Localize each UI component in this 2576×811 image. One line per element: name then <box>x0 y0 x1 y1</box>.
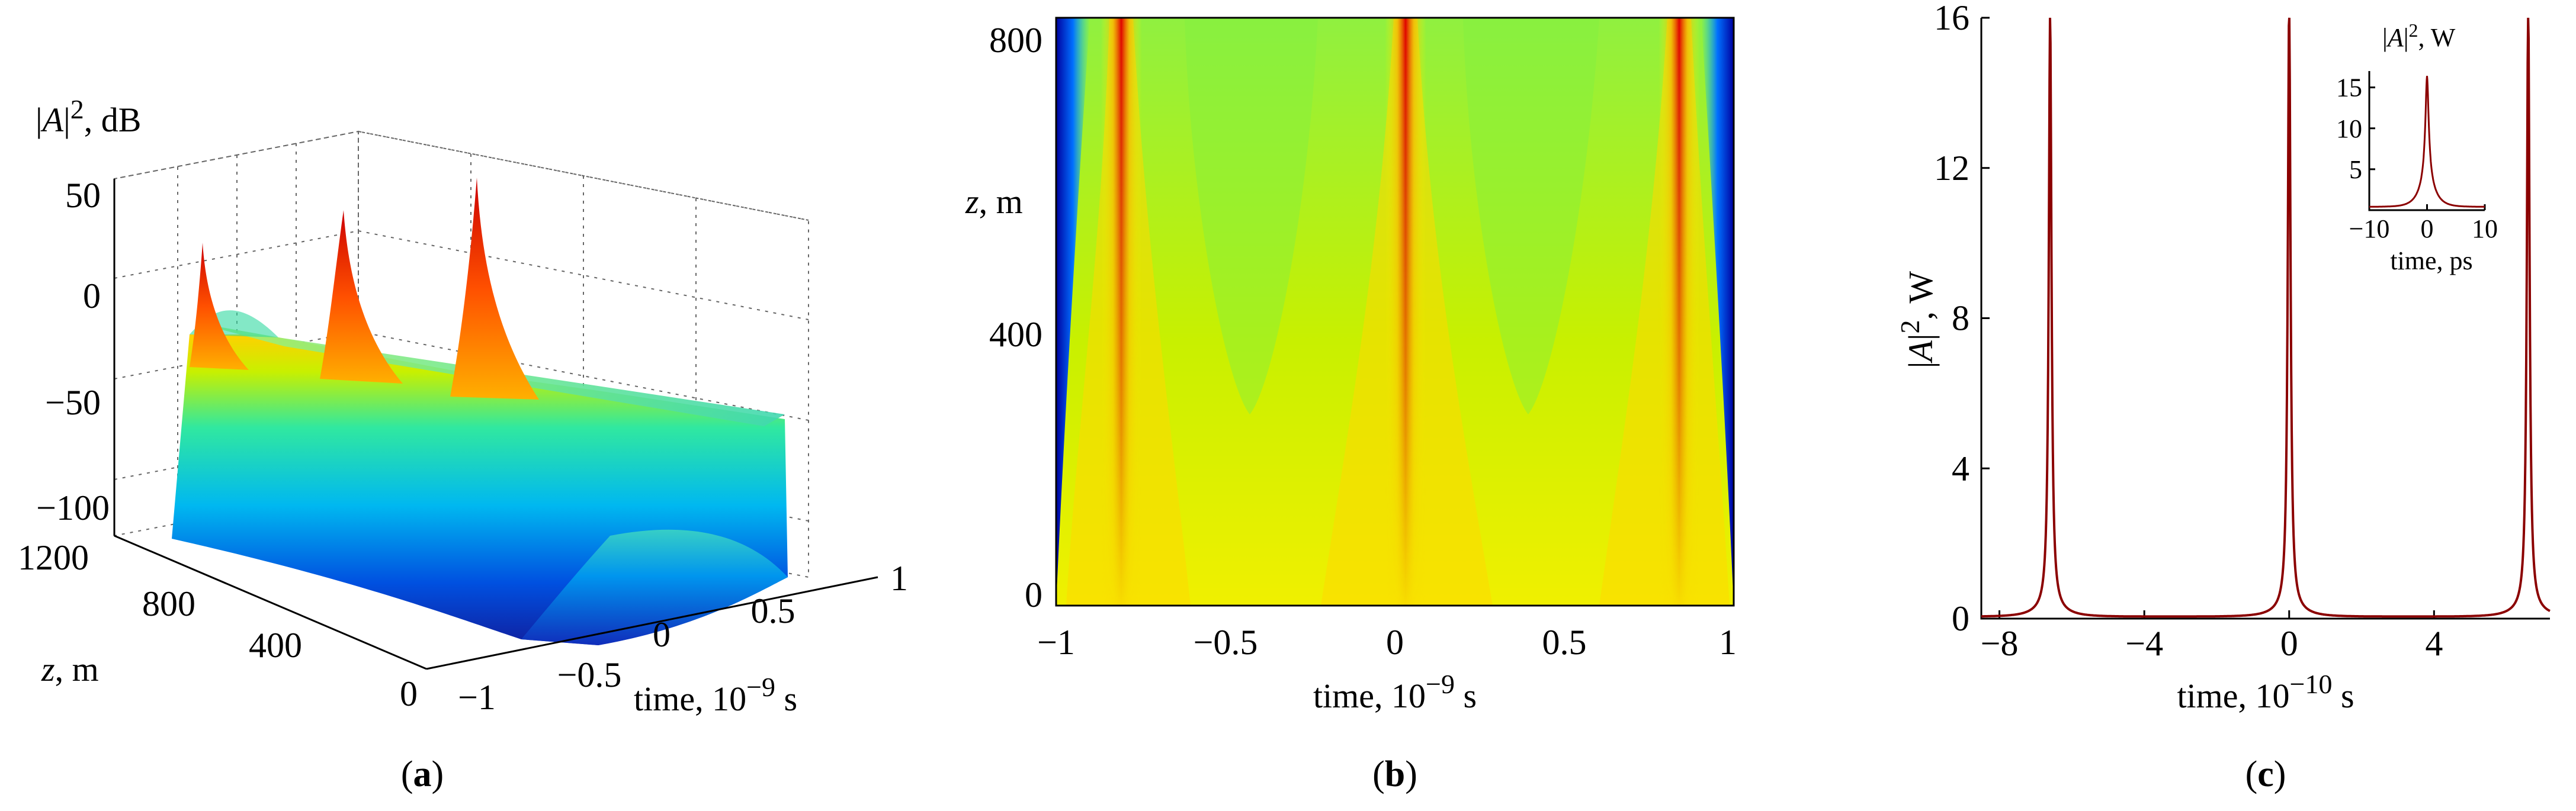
panel-c-axes <box>1980 18 2550 620</box>
panel-c-caption: (c) <box>2245 754 2286 794</box>
panel-b-time-tick-05: 0.5 <box>1542 623 1587 662</box>
panel-a-power-tick-50: 50 <box>65 176 101 215</box>
panel-c-inset-power-tick-label: 10 <box>2336 114 2362 143</box>
panel-a-time-tick-1: 1 <box>890 559 908 598</box>
panel-c-line-plot: 0 4 8 12 16 −8 −4 0 4 |A|2, W time, 10−10 s 5 10… <box>1895 0 2551 794</box>
panel-a-surface-plot: 50 0 −50 −100 |A|2, dB 1200 800 400 0 z,… <box>18 94 908 794</box>
panel-a-distance-ticks: 1200 800 400 0 <box>18 538 418 713</box>
panel-c-inset-power-line <box>2369 76 2485 208</box>
panel-c-power-tick-label: 0 <box>1952 599 1969 638</box>
panel-a-distance-label: z, m <box>41 650 99 688</box>
panel-c-power-tick-label: 16 <box>1934 0 1969 37</box>
panel-c-inset-time-label: time, ps <box>2390 246 2472 275</box>
panel-a-axes <box>113 179 878 670</box>
panel-c-inset-time-tick-label: 10 <box>2472 214 2498 243</box>
panel-a-pulse-peaks <box>190 178 539 400</box>
panel-c-inset-power-tick-label: 15 <box>2336 73 2362 102</box>
panel-a-time-label: time, 10−9 s <box>634 672 797 718</box>
panel-b-pulse-2 <box>1385 18 1426 606</box>
panel-c-power-label: |A|2, W <box>1895 271 1940 369</box>
panel-a-distance-tick-800: 800 <box>142 584 195 623</box>
panel-a-power-tick-0: 0 <box>83 276 101 316</box>
panel-c-inset-power-ticks: 5 10 15 <box>2336 73 2375 184</box>
panel-a-power-ticks: 50 0 −50 −100 <box>36 176 110 527</box>
panel-a-time-tick-05: 0.5 <box>751 591 795 630</box>
panel-c-inset-time-ticks: −10 0 10 <box>2349 204 2498 243</box>
panel-b-distance-tick-0: 0 <box>1025 575 1042 614</box>
panel-c-inset-time-tick-label: −10 <box>2349 214 2390 243</box>
panel-a-peak-2 <box>320 210 403 384</box>
panel-b-time-tick-0: 0 <box>1386 623 1404 662</box>
panel-a-power-label: |A|2, dB <box>36 94 141 139</box>
panel-b-time-label: time, 10−9 s <box>1313 669 1477 715</box>
panel-c-power-ticks: 0 4 8 12 16 <box>1934 0 1990 638</box>
panel-b-distance-label: z, m <box>965 182 1023 221</box>
panel-c-power-tick-label: 8 <box>1952 299 1969 338</box>
panel-b-time-tick-1: 1 <box>1719 623 1737 662</box>
panel-c-inset-time-tick-label: 0 <box>2421 214 2434 243</box>
panel-c-time-tick-label: −8 <box>1981 624 2019 663</box>
panel-b-distance-ticks: 800 400 0 <box>989 21 1042 614</box>
panel-b-frame <box>1055 17 1735 607</box>
panel-a-time-ticks: −1 −0.5 0 0.5 1 <box>458 559 908 717</box>
panel-a-time-tick-neg1: −1 <box>458 678 496 717</box>
panel-b-caption: (b) <box>1372 754 1417 794</box>
panel-c-time-label: time, 10−10 s <box>2177 669 2354 715</box>
panel-a-time-tick-0: 0 <box>653 615 671 654</box>
panel-a-distance-tick-0: 0 <box>400 674 418 713</box>
panel-c-power-tick-label: 4 <box>1952 449 1969 488</box>
panel-b-time-tick-neg05: −0.5 <box>1194 623 1258 662</box>
panel-c-time-ticks: −8 −4 0 4 <box>1981 610 2443 663</box>
panel-a-distance-tick-400: 400 <box>249 626 302 665</box>
panel-b-pulse-3 <box>1658 18 1700 606</box>
panel-c-time-tick-label: 4 <box>2425 624 2443 663</box>
panel-b-heatmap: 800 400 0 z, m −1 −0.5 0 0.5 1 time, 10−… <box>965 17 1737 794</box>
panel-a-distance-tick-1200: 1200 <box>18 538 89 577</box>
panel-c-inset-power-label: |A|2, W <box>2382 20 2456 52</box>
panel-a-peak-1 <box>190 243 249 370</box>
panel-b-distance-tick-800: 800 <box>989 21 1042 60</box>
panel-c-inset: 5 10 15 −10 0 10 |A|2, W time, ps <box>2336 20 2498 275</box>
panel-a-power-tick-neg50: −50 <box>45 383 101 422</box>
panel-c-time-tick-label: 0 <box>2280 624 2298 663</box>
panel-b-time-ticks: −1 −0.5 0 0.5 1 <box>1037 623 1737 662</box>
panel-a-caption: (a) <box>401 754 444 794</box>
panel-c-power-line <box>1981 17 2551 618</box>
panel-b-pulse-1 <box>1101 18 1142 606</box>
panel-a-power-tick-neg100: −100 <box>36 488 110 527</box>
panel-b-image <box>1056 18 1734 606</box>
panel-c-power-tick-label: 12 <box>1934 149 1969 188</box>
panel-c-time-tick-label: −4 <box>2125 624 2163 663</box>
panel-c-inset-power-tick-label: 5 <box>2349 155 2362 184</box>
panel-a-peak-3 <box>450 178 539 400</box>
panel-a-time-tick-neg05: −0.5 <box>557 655 622 694</box>
panel-b-time-tick-neg1: −1 <box>1037 623 1075 662</box>
panel-b-distance-tick-400: 400 <box>989 315 1042 354</box>
